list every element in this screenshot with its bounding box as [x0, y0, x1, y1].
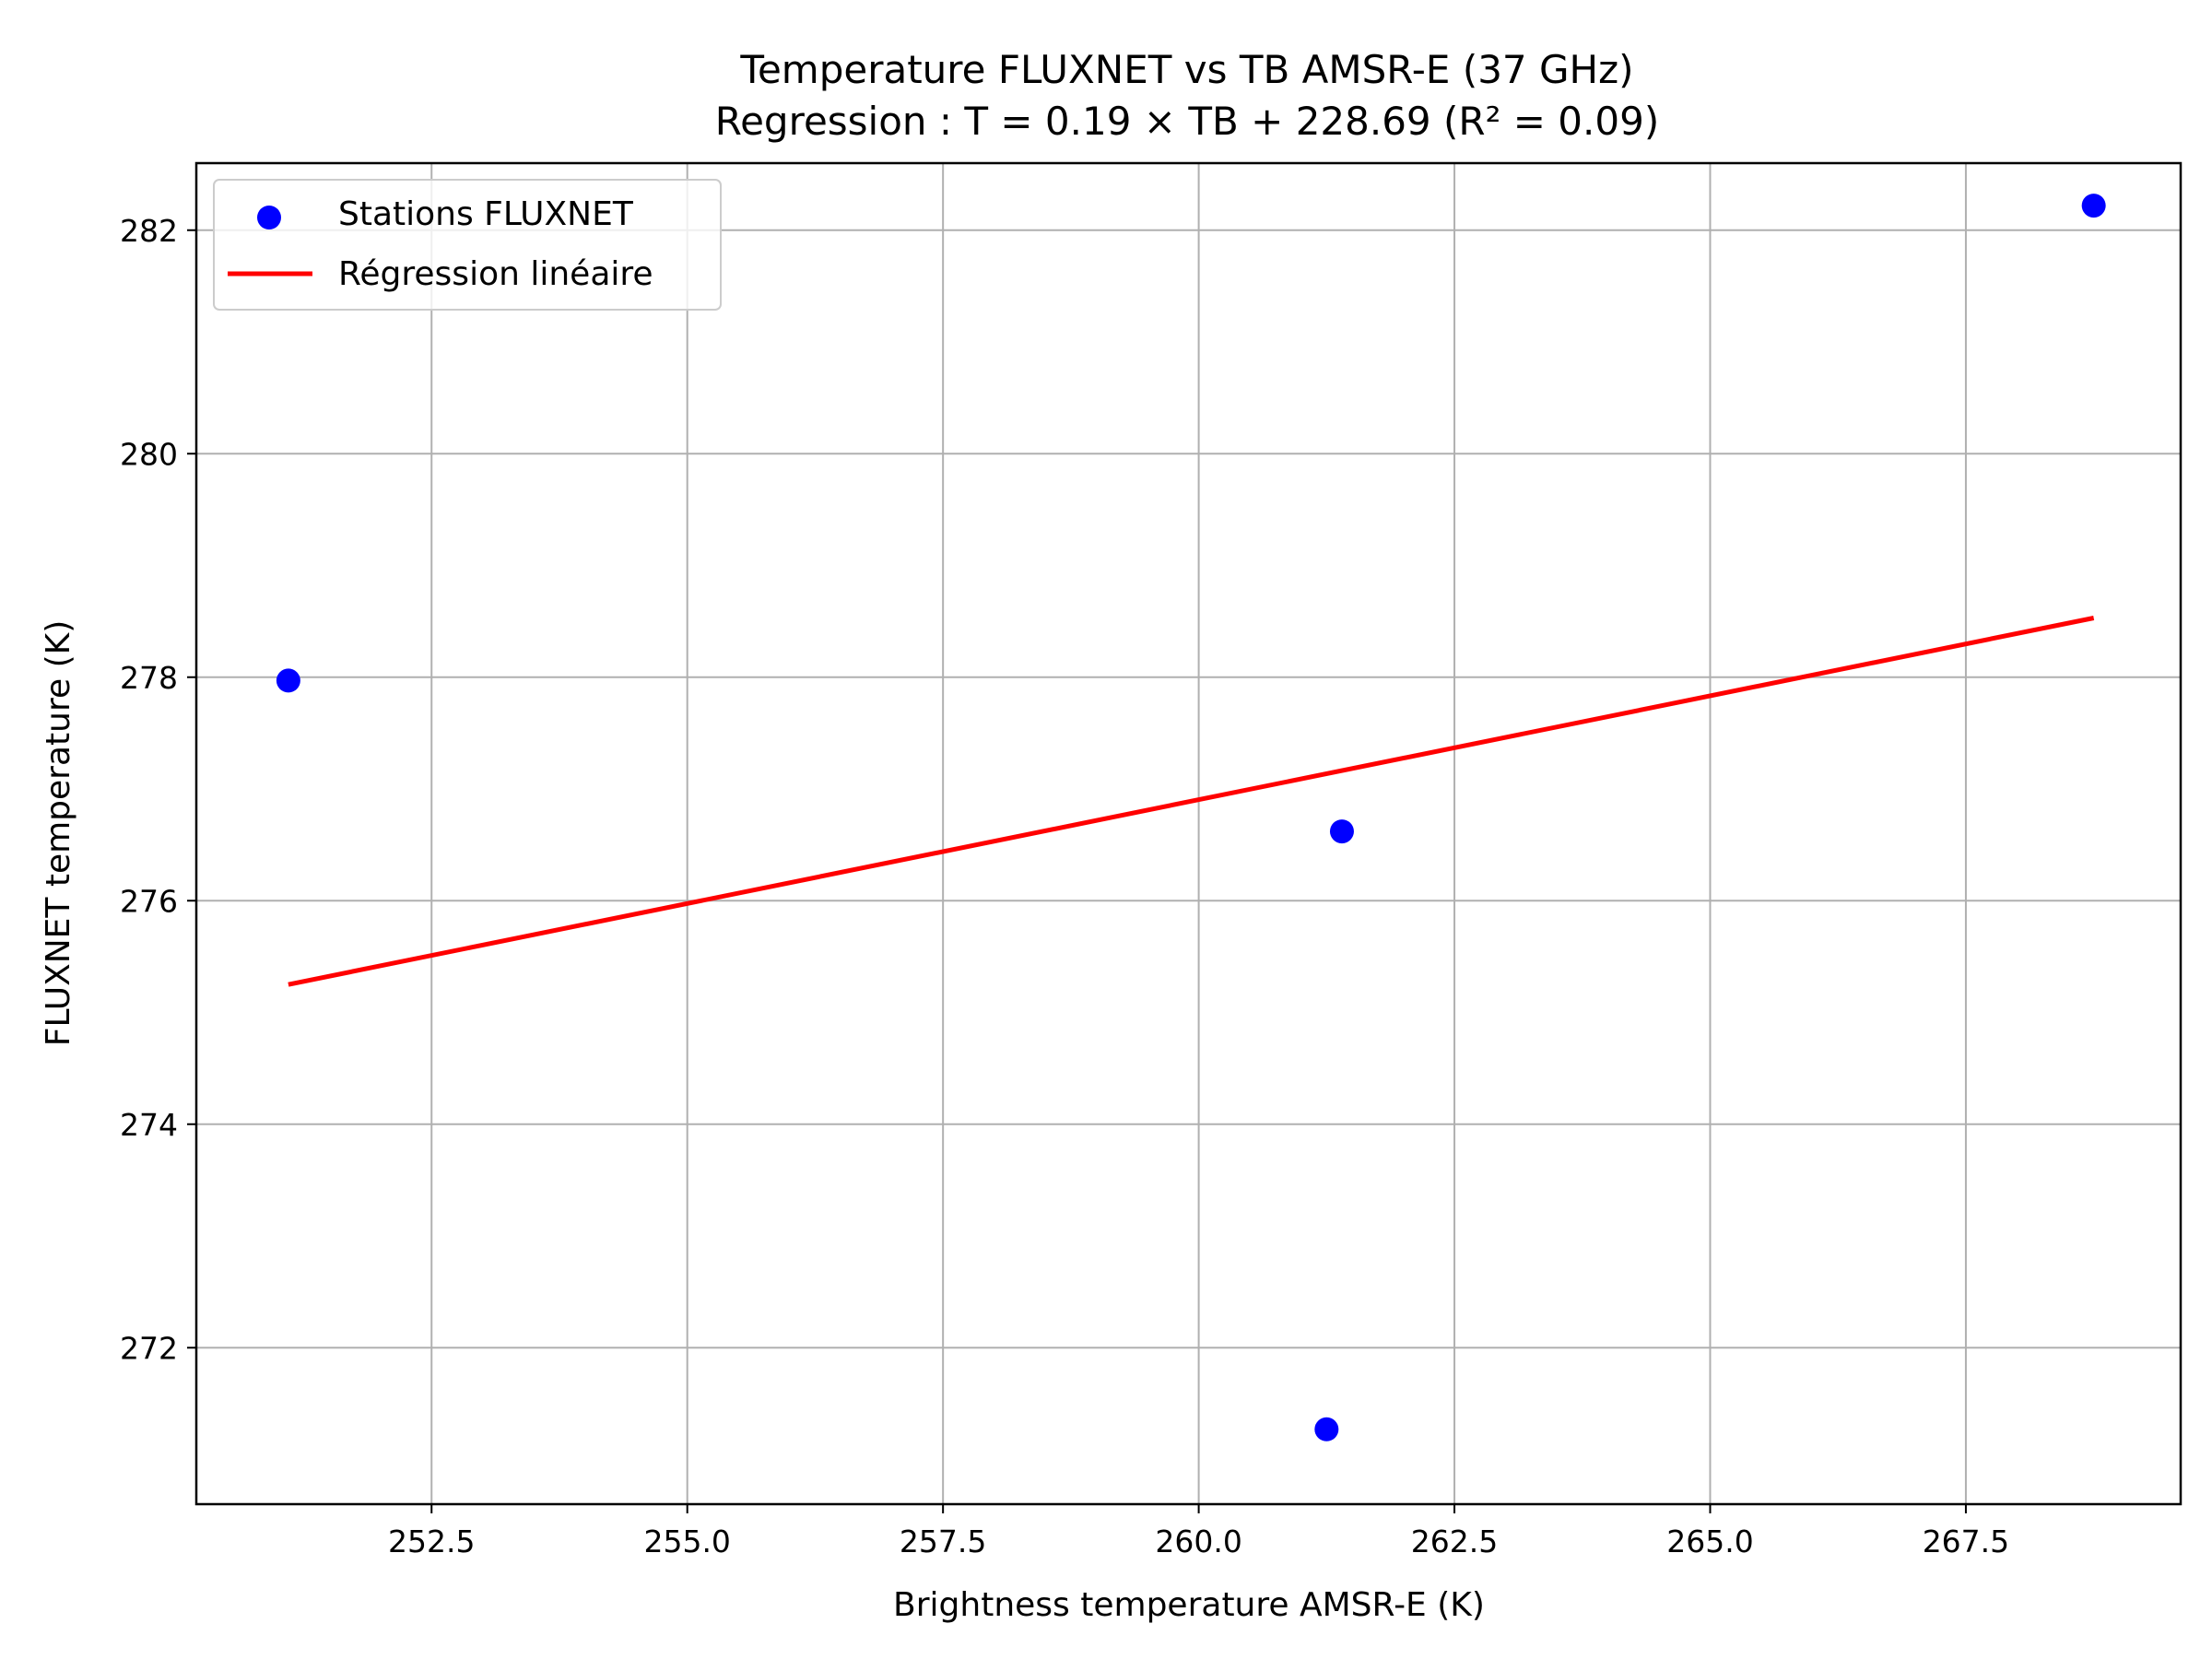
y-tick-label: 276 [120, 883, 178, 919]
ticks: 252.5 255.0 257.5 260.0 262.5 265.0 267.5 272 27… [120, 213, 2009, 1559]
legend: Stations FLUXNET Régression linéaire [213, 179, 722, 311]
x-tick-label: 265.0 [1666, 1524, 1753, 1559]
axes-frame [194, 161, 2183, 1506]
legend-box [213, 179, 722, 311]
y-tick-label: 278 [120, 660, 178, 696]
grid [196, 163, 2181, 1504]
legend-marker-stations [257, 206, 281, 229]
y-tick-label: 274 [120, 1107, 178, 1143]
y-axis-label: FLUXNET temperature (K) [40, 620, 77, 1047]
x-tick-label: 257.5 [900, 1524, 986, 1559]
plot-area [276, 194, 2106, 1441]
x-tick-label: 260.0 [1155, 1524, 1241, 1559]
station-point [1314, 1417, 1339, 1441]
y-tick-label: 280 [120, 436, 178, 472]
station-point [2081, 194, 2106, 218]
legend-label-regression: Régression linéaire [338, 255, 653, 293]
y-tick-label: 282 [120, 213, 178, 249]
legend-label-stations: Stations FLUXNET [338, 195, 634, 233]
station-point [276, 668, 300, 693]
x-axis-label: Brightness temperature AMSR-E (K) [893, 1586, 1485, 1624]
regression-line [288, 616, 2095, 987]
chart-title: Temperature FLUXNET vs TB AMSR-E (37 GHz… [739, 47, 1633, 92]
x-tick-label: 267.5 [1923, 1524, 2009, 1559]
station-point [1329, 819, 1354, 844]
y-tick-label: 272 [120, 1330, 178, 1366]
x-tick-label: 252.5 [388, 1524, 475, 1559]
x-tick-label: 262.5 [1411, 1524, 1498, 1559]
chart-subtitle: Regression : T = 0.19 × TB + 228.69 (R² … [715, 99, 1659, 144]
x-tick-label: 255.0 [643, 1524, 730, 1559]
